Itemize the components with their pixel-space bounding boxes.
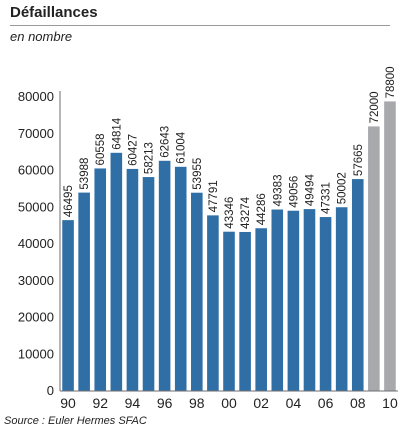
x-tick-label: 98 xyxy=(189,395,205,411)
data-label: 64814 xyxy=(111,117,123,150)
data-bar xyxy=(78,192,90,391)
source-note: Source : Euler Hermes SFAC xyxy=(4,415,147,427)
data-label: 58213 xyxy=(144,142,156,174)
data-bar xyxy=(239,231,251,391)
data-label: 78800 xyxy=(385,66,397,98)
data-bar xyxy=(319,217,332,391)
data-label: 47791 xyxy=(208,180,220,212)
y-tick-label: 20000 xyxy=(18,310,54,325)
data-label: 43346 xyxy=(224,197,236,229)
forecast-bar xyxy=(368,126,380,392)
x-tick-label: 94 xyxy=(125,395,141,411)
data-bar xyxy=(62,220,74,391)
data-bar xyxy=(191,192,203,391)
data-label: 49494 xyxy=(304,174,316,207)
y-tick-label: 0 xyxy=(47,383,54,398)
data-label: 72000 xyxy=(369,91,381,123)
data-label: 44286 xyxy=(256,193,268,225)
data-bar xyxy=(94,168,107,391)
y-tick-label: 10000 xyxy=(18,346,54,361)
data-label: 61004 xyxy=(176,131,188,164)
data-label: 49056 xyxy=(288,176,300,208)
x-tick-label: 90 xyxy=(60,395,76,411)
x-tick-label: 02 xyxy=(253,395,269,411)
chart-subtitle: en nombre xyxy=(10,29,73,44)
data-bar xyxy=(126,168,139,391)
data-label: 50002 xyxy=(337,172,349,204)
data-label: 53988 xyxy=(79,158,91,190)
forecast-bar xyxy=(384,101,396,391)
data-bar xyxy=(142,177,155,391)
y-tick-label: 70000 xyxy=(18,126,54,141)
data-bar xyxy=(174,166,187,391)
data-bar xyxy=(255,228,267,391)
data-bar xyxy=(223,231,235,391)
x-tick-label: 96 xyxy=(157,395,173,411)
data-label: 53955 xyxy=(192,158,204,190)
x-tick-label: 10 xyxy=(382,395,398,411)
data-label: 43274 xyxy=(240,196,252,229)
data-bar xyxy=(271,209,284,391)
data-bar xyxy=(335,207,348,391)
data-label: 60427 xyxy=(127,134,139,166)
data-bar xyxy=(303,209,316,391)
x-tick-label: 08 xyxy=(350,395,366,411)
data-bar xyxy=(351,179,364,391)
y-tick-label: 50000 xyxy=(18,199,54,214)
data-bar xyxy=(287,210,300,391)
data-label: 60558 xyxy=(95,133,107,165)
data-bar xyxy=(110,152,123,391)
x-tick-label: 92 xyxy=(92,395,108,411)
chart-title: Défaillances xyxy=(10,4,98,21)
data-label: 62643 xyxy=(160,126,172,158)
data-bar xyxy=(207,215,219,391)
data-label: 49383 xyxy=(272,175,284,207)
data-label: 47331 xyxy=(321,182,333,214)
y-tick-label: 30000 xyxy=(18,273,54,288)
data-bar xyxy=(158,160,171,391)
y-tick-label: 60000 xyxy=(18,163,54,178)
x-tick-label: 04 xyxy=(286,395,302,411)
data-label: 46495 xyxy=(63,185,75,217)
data-label: 57665 xyxy=(353,144,365,176)
x-tick-label: 00 xyxy=(221,395,237,411)
x-tick-label: 06 xyxy=(318,395,334,411)
title-rule xyxy=(10,25,390,26)
y-tick-label: 40000 xyxy=(18,236,54,251)
y-tick-label: 80000 xyxy=(18,89,54,104)
